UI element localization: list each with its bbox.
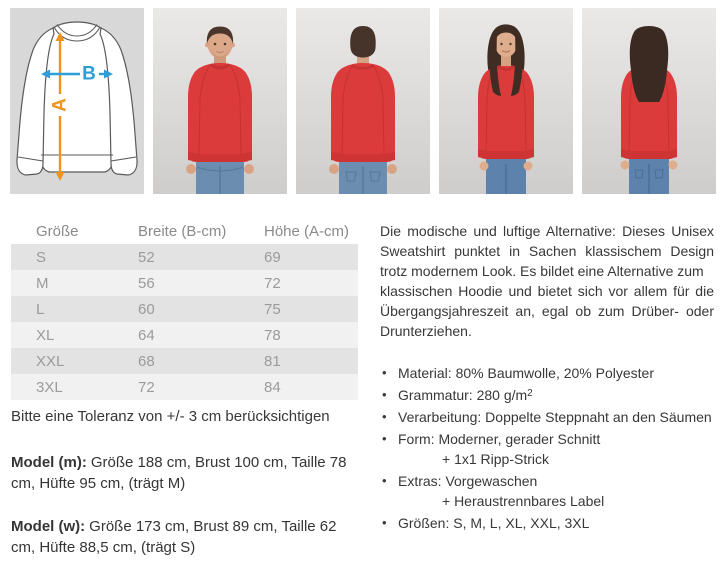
label-b: B <box>82 64 96 85</box>
man-front-illustration <box>153 8 287 194</box>
woman-back-illustration <box>582 8 716 194</box>
model-m-info: Model (m): Größe 188 cm, Brust 100 cm, Ta… <box>11 452 363 494</box>
photo-man-back[interactable] <box>296 8 430 194</box>
col-header-hoehe: Höhe (A-cm) <box>239 218 358 244</box>
model-m-label: Model (m): <box>11 454 87 471</box>
product-images-row: A B <box>10 8 716 194</box>
model-w-label: Model (w): <box>11 518 86 535</box>
size-table: Größe Breite (B-cm) Höhe (A-cm) S 52 69 … <box>11 218 358 400</box>
table-row-m: M 56 72 <box>11 270 358 296</box>
feature-extras-extra: + Heraustrennbares Label <box>442 493 605 509</box>
feature-verarbeitung: Verarbeitung: Doppelte Steppnaht an den … <box>380 407 714 427</box>
model-m-details: Größe 188 cm, Brust 100 cm, Taille 78 cm… <box>11 454 347 492</box>
label-a: A <box>50 98 71 112</box>
col-header-groesse: Größe <box>11 218 113 244</box>
feature-groessen: Größen: S, M, L, XL, XXL, 3XL <box>380 513 714 533</box>
height-arrow-a: A <box>50 32 71 181</box>
table-row-3xl: 3XL 72 84 <box>11 374 358 400</box>
feature-form: Form: Moderner, gerader Schnitt + 1x1 Ri… <box>380 429 714 469</box>
tolerance-note: Bitte eine Toleranz von +/- 3 cm berücks… <box>11 408 330 425</box>
photo-man-front[interactable] <box>153 8 287 194</box>
table-row-s: S 52 69 <box>11 244 358 270</box>
feature-list: Material: 80% Baumwolle, 20% Polyester G… <box>380 363 714 533</box>
product-description-column: Die modische und luftige Alternative: Di… <box>380 221 714 535</box>
woman-front-illustration <box>439 8 573 194</box>
col-header-breite: Breite (B-cm) <box>113 218 239 244</box>
table-row-l: L 60 75 <box>11 296 358 322</box>
width-arrow-b: B <box>41 64 113 85</box>
table-row-xl: XL 64 78 <box>11 322 358 348</box>
model-w-info: Model (w): Größe 173 cm, Brust 89 cm, Tai… <box>11 516 363 558</box>
description-part2: klassischen Hoodie und bietet sich vor a… <box>380 283 714 339</box>
model-w-details: Größe 173 cm, Brust 89 cm, Taille 62 cm,… <box>11 518 337 556</box>
man-back-illustration <box>296 8 430 194</box>
superscript-2: 2 <box>527 388 533 399</box>
description-part1: Die modische und luftige Alternative: Di… <box>380 223 714 279</box>
table-row-xxl: XXL 68 81 <box>11 348 358 374</box>
photo-woman-front[interactable] <box>439 8 573 194</box>
feature-grammatur: Grammatur: 280 g/m2 <box>380 385 714 405</box>
description-paragraph: Die modische und luftige Alternative: Di… <box>380 221 714 341</box>
size-diagram-thumbnail[interactable]: A B <box>10 8 144 194</box>
feature-form-extra: + 1x1 Ripp-Strick <box>442 451 549 467</box>
size-info-column: Größe Breite (B-cm) Höhe (A-cm) S 52 69 … <box>11 218 363 558</box>
size-table-header-row: Größe Breite (B-cm) Höhe (A-cm) <box>11 218 358 244</box>
sweatshirt-measurement-diagram: A B <box>10 8 144 194</box>
feature-material: Material: 80% Baumwolle, 20% Polyester <box>380 363 714 383</box>
photo-woman-back[interactable] <box>582 8 716 194</box>
feature-extras: Extras: Vorgewaschen + Heraustrennbares … <box>380 471 714 511</box>
